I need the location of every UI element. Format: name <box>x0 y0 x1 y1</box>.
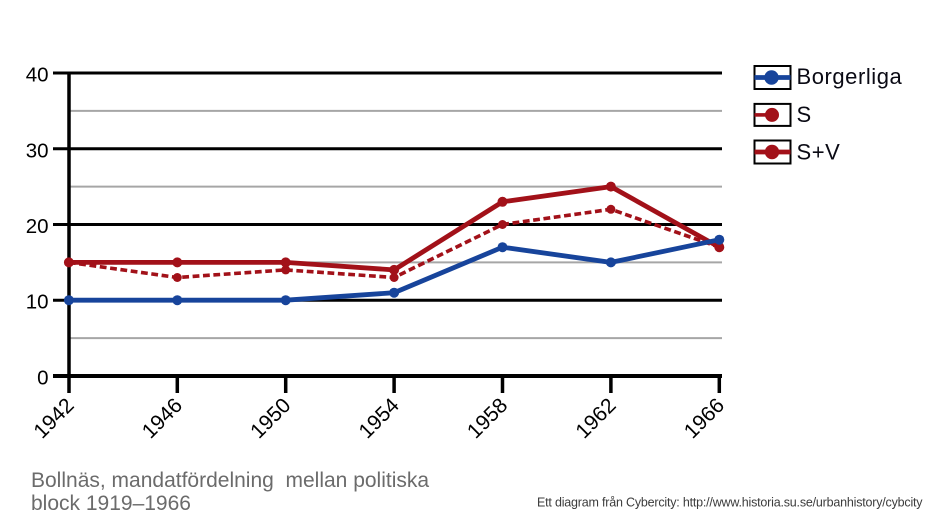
svg-text:1950: 1950 <box>246 394 295 443</box>
svg-text:10: 10 <box>26 291 49 314</box>
svg-text:Borgerliga: Borgerliga <box>797 64 903 89</box>
svg-text:1962: 1962 <box>571 394 620 443</box>
svg-text:S+V: S+V <box>797 140 841 165</box>
svg-text:1946: 1946 <box>138 394 187 443</box>
svg-text:40: 40 <box>26 64 49 87</box>
svg-text:0: 0 <box>37 367 48 390</box>
svg-text:20: 20 <box>26 215 49 238</box>
svg-text:Ett diagram från Cybercity: ht: Ett diagram från Cybercity: http://www.h… <box>537 496 923 510</box>
svg-text:30: 30 <box>26 139 49 162</box>
svg-text:S: S <box>797 102 812 127</box>
svg-text:block 1919–1966: block 1919–1966 <box>31 492 191 515</box>
svg-text:Bollnäs, mandatfördelning mel: Bollnäs, mandatfördelning mellan politis… <box>31 469 429 492</box>
svg-text:1942: 1942 <box>29 394 78 443</box>
svg-text:1958: 1958 <box>463 394 512 443</box>
svg-text:1966: 1966 <box>680 394 729 443</box>
svg-text:1954: 1954 <box>355 394 405 444</box>
